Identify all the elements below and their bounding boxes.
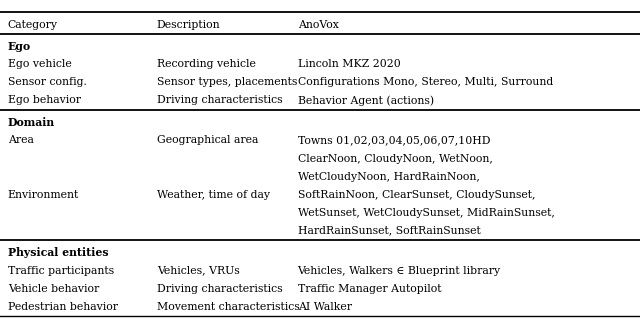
Text: HardRainSunset, SoftRainSunset: HardRainSunset, SoftRainSunset — [298, 226, 481, 236]
Text: Movement characteristics: Movement characteristics — [157, 302, 300, 312]
Text: Driving characteristics: Driving characteristics — [157, 96, 282, 106]
Text: Ego: Ego — [8, 41, 31, 52]
Text: Geographical area: Geographical area — [157, 136, 258, 146]
Text: Physical entities: Physical entities — [8, 247, 108, 258]
Text: AnoVox: AnoVox — [298, 20, 339, 30]
Text: Traffic participants: Traffic participants — [8, 266, 114, 276]
Text: Recording vehicle: Recording vehicle — [157, 59, 255, 69]
Text: Vehicle behavior: Vehicle behavior — [8, 284, 99, 294]
Text: Ego behavior: Ego behavior — [8, 96, 81, 106]
Text: ClearNoon, CloudyNoon, WetNoon,: ClearNoon, CloudyNoon, WetNoon, — [298, 154, 492, 164]
Text: Area: Area — [8, 136, 33, 146]
Text: Pedestrian behavior: Pedestrian behavior — [8, 302, 118, 312]
Text: Weather, time of day: Weather, time of day — [157, 190, 270, 200]
Text: Driving characteristics: Driving characteristics — [157, 284, 282, 294]
Text: Sensor types, placements: Sensor types, placements — [157, 77, 297, 88]
Text: SoftRainNoon, ClearSunset, CloudySunset,: SoftRainNoon, ClearSunset, CloudySunset, — [298, 190, 535, 200]
Text: Environment: Environment — [8, 190, 79, 200]
Text: Traffic Manager Autopilot: Traffic Manager Autopilot — [298, 284, 441, 294]
Text: Lincoln MKZ 2020: Lincoln MKZ 2020 — [298, 59, 401, 69]
Text: Towns 01,02,03,04,05,06,07,10HD: Towns 01,02,03,04,05,06,07,10HD — [298, 136, 490, 146]
Text: WetCloudyNoon, HardRainNoon,: WetCloudyNoon, HardRainNoon, — [298, 172, 479, 182]
Text: Domain: Domain — [8, 117, 55, 128]
Text: Vehicles, VRUs: Vehicles, VRUs — [157, 266, 239, 276]
Text: Category: Category — [8, 20, 58, 30]
Text: WetSunset, WetCloudySunset, MidRainSunset,: WetSunset, WetCloudySunset, MidRainSunse… — [298, 208, 554, 218]
Text: Sensor config.: Sensor config. — [8, 77, 86, 88]
Text: Description: Description — [157, 20, 220, 30]
Text: Ego vehicle: Ego vehicle — [8, 59, 72, 69]
Text: Behavior Agent (actions): Behavior Agent (actions) — [298, 95, 434, 106]
Text: AI Walker: AI Walker — [298, 302, 351, 312]
Text: Configurations Mono, Stereo, Multi, Surround: Configurations Mono, Stereo, Multi, Surr… — [298, 77, 553, 88]
Text: Vehicles, Walkers ∈ Blueprint library: Vehicles, Walkers ∈ Blueprint library — [298, 266, 500, 276]
